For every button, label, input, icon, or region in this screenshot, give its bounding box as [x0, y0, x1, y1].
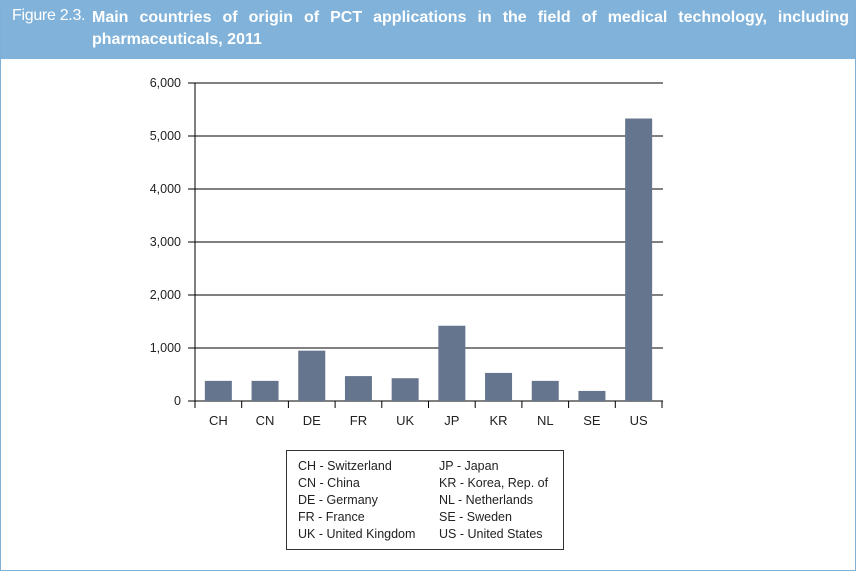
y-tick-label: 4,000 [150, 182, 181, 196]
y-tick-label: 3,000 [150, 235, 181, 249]
legend-entry: FR - France [298, 510, 365, 524]
x-tick-label: FR [350, 413, 367, 428]
y-tick-label: 6,000 [150, 76, 181, 90]
y-tick-label: 2,000 [150, 288, 181, 302]
x-tick-label: UK [396, 413, 414, 428]
legend-right-column: JP - Japan KR - Korea, Rep. of NL - Neth… [439, 458, 548, 543]
x-tick-label: US [630, 413, 648, 428]
x-tick-label: CN [256, 413, 275, 428]
x-tick-label: DE [303, 413, 321, 428]
legend-left-column: CH - Switzerland CN - China DE - Germany… [298, 458, 415, 543]
x-tick-label: KR [490, 413, 508, 428]
x-tick-label: JP [444, 413, 459, 428]
figure-label: Figure 2.3. [12, 7, 86, 24]
legend-entry: UK - United Kingdom [298, 527, 416, 541]
legend-entry: NL - Netherlands [439, 493, 534, 507]
bar-fr [344, 376, 372, 401]
figure-header: Figure 2.3. Main countries of origin of … [1, 1, 855, 59]
y-tick-label: 0 [174, 394, 181, 408]
legend-entry: SE - Sweden [439, 510, 512, 524]
x-tick-label: NL [537, 413, 554, 428]
bar-cn [251, 380, 279, 401]
legend-entry: CH - Switzerland [298, 459, 392, 473]
bar-us [625, 118, 653, 401]
bar-de [298, 350, 326, 401]
legend-entry: KR - Korea, Rep. of [439, 476, 549, 490]
bar-jp [438, 325, 466, 401]
y-tick-label: 5,000 [150, 129, 181, 143]
legend-entry: JP - Japan [439, 459, 499, 473]
bar-kr [485, 372, 513, 401]
y-tick-label: 1,000 [150, 341, 181, 355]
legend-entry: DE - Germany [298, 493, 378, 507]
legend-entry: US - United States [439, 527, 543, 541]
x-tick-label: CH [209, 413, 228, 428]
legend-entry: CN - China [298, 476, 360, 490]
x-tick-label: SE [583, 413, 601, 428]
figure-title: Main countries of origin of PCT applicat… [92, 9, 849, 48]
bar-nl [531, 380, 559, 401]
bar-uk [391, 378, 419, 401]
bar-se [578, 390, 606, 401]
bar-ch [204, 380, 232, 401]
chart-legend: CH - Switzerland CN - China DE - Germany… [286, 450, 564, 550]
